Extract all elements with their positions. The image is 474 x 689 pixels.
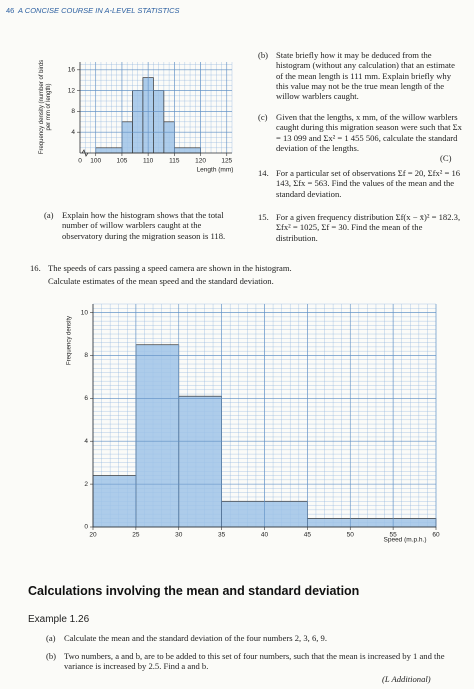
bar bbox=[178, 395, 222, 528]
label: (a) bbox=[46, 633, 56, 643]
question-text: Given that the lengths, x mm, of the wil… bbox=[276, 112, 462, 153]
bar bbox=[132, 90, 144, 154]
x-tick-label: 20 bbox=[89, 532, 97, 539]
x-tick-label: 40 bbox=[261, 532, 269, 539]
example-text: Two numbers, a and b, are to be added to… bbox=[64, 651, 445, 672]
y-tick-label: 16 bbox=[68, 67, 76, 74]
label: 15. bbox=[258, 212, 269, 222]
question-text: Calculate estimates of the mean speed an… bbox=[48, 276, 274, 286]
label: (b) bbox=[46, 651, 57, 661]
bar bbox=[95, 147, 123, 154]
x-tick-label: 115 bbox=[169, 158, 180, 165]
x-tick-label: 25 bbox=[132, 532, 140, 539]
y-tick-label: 0 bbox=[84, 524, 88, 531]
running-title: A CONCISE COURSE IN A-LEVEL STATISTICS bbox=[18, 6, 180, 15]
y-tick-label: 6 bbox=[84, 395, 88, 402]
section-heading: Calculations involving the mean and stan… bbox=[28, 584, 360, 598]
x-tick-label: 50 bbox=[347, 532, 355, 539]
x-tick-label: 125 bbox=[221, 158, 232, 165]
label: 14. bbox=[258, 168, 269, 178]
x-axis-label: Length (mm) bbox=[197, 167, 234, 174]
x-tick-label: 55 bbox=[390, 532, 398, 539]
y-tick-label: 12 bbox=[68, 87, 76, 94]
bar bbox=[92, 475, 137, 528]
bar bbox=[173, 147, 201, 154]
y-tick-label: 8 bbox=[84, 352, 88, 359]
bar bbox=[135, 344, 180, 528]
bar bbox=[121, 121, 133, 154]
x-axis-label: Speed (m.p.h.) bbox=[384, 537, 427, 544]
bar bbox=[153, 90, 165, 154]
bar bbox=[163, 121, 175, 154]
x-tick-label: 30 bbox=[175, 532, 183, 539]
label: 16. bbox=[30, 263, 41, 273]
x-origin-label: 0 bbox=[78, 158, 82, 165]
example-text: Calculate the mean and the standard devi… bbox=[64, 633, 327, 643]
x-tick-label: 120 bbox=[195, 158, 206, 165]
y-tick-label: 4 bbox=[84, 438, 88, 445]
y-tick-label: 8 bbox=[71, 108, 75, 115]
y-axis-label: Frequency density (number of birds per m… bbox=[39, 59, 52, 155]
page-number: 46 bbox=[6, 6, 15, 15]
question-text: For a particular set of observations Σf … bbox=[276, 168, 461, 199]
source: (C) bbox=[440, 153, 452, 163]
y-tick-label: 2 bbox=[84, 481, 88, 488]
x-tick-label: 100 bbox=[90, 158, 101, 165]
question-text: The speeds of cars passing a speed camer… bbox=[48, 263, 292, 273]
source: (L Additional) bbox=[382, 674, 431, 684]
label: (c) bbox=[258, 112, 268, 122]
question-text: For a given frequency distribution Σf(x … bbox=[276, 212, 461, 243]
axis-break bbox=[81, 149, 89, 157]
question-text: State briefly how it may be deduced from… bbox=[276, 50, 455, 102]
label: (a) bbox=[44, 210, 54, 220]
x-tick-label: 35 bbox=[218, 532, 226, 539]
label: (b) bbox=[258, 50, 269, 60]
bar bbox=[307, 518, 437, 528]
example-heading: Example 1.26 bbox=[28, 614, 90, 625]
x-tick-label: 105 bbox=[117, 158, 128, 165]
x-tick-label: 60 bbox=[432, 532, 440, 539]
x-tick-label: 45 bbox=[304, 532, 312, 539]
y-tick-label: 4 bbox=[71, 129, 75, 136]
y-tick-label: 10 bbox=[81, 309, 89, 316]
question-text: Explain how the histogram shows that the… bbox=[62, 210, 226, 241]
y-axis-label: Frequency density bbox=[66, 315, 73, 366]
x-tick-label: 110 bbox=[143, 158, 154, 165]
